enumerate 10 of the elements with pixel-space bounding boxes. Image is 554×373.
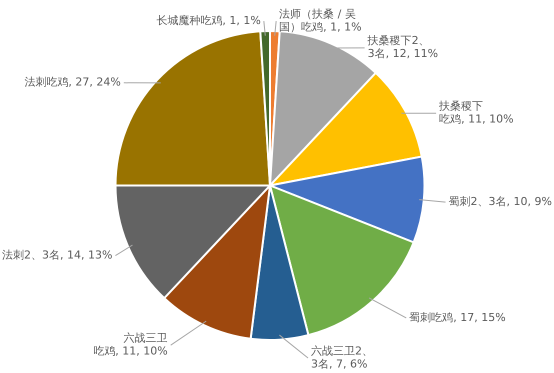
- slice-label: 扶桑稷下吃鸡, 11, 10%: [438, 100, 514, 126]
- slice-label: 蜀刺吃鸡, 17, 15%: [409, 310, 506, 324]
- slice-label: 长城魔种吃鸡, 1, 1%: [156, 14, 261, 27]
- slice-label: 法刺2、3名, 14, 13%: [2, 248, 112, 262]
- slice-label: 法刺吃鸡, 27, 24%: [24, 76, 121, 89]
- slice-label: 扶桑稷下2、3名, 12, 11%: [366, 34, 438, 60]
- slice-label: 六战三卫2、3名, 7, 6%: [311, 344, 374, 370]
- slice-label: 蜀刺2、3名, 10, 9%: [448, 194, 552, 208]
- slice-label: 法师（扶桑 / 吴国）吃鸡, 1, 1%: [279, 7, 362, 34]
- slice-label: 六战三卫吃鸡, 11, 10%: [93, 332, 168, 358]
